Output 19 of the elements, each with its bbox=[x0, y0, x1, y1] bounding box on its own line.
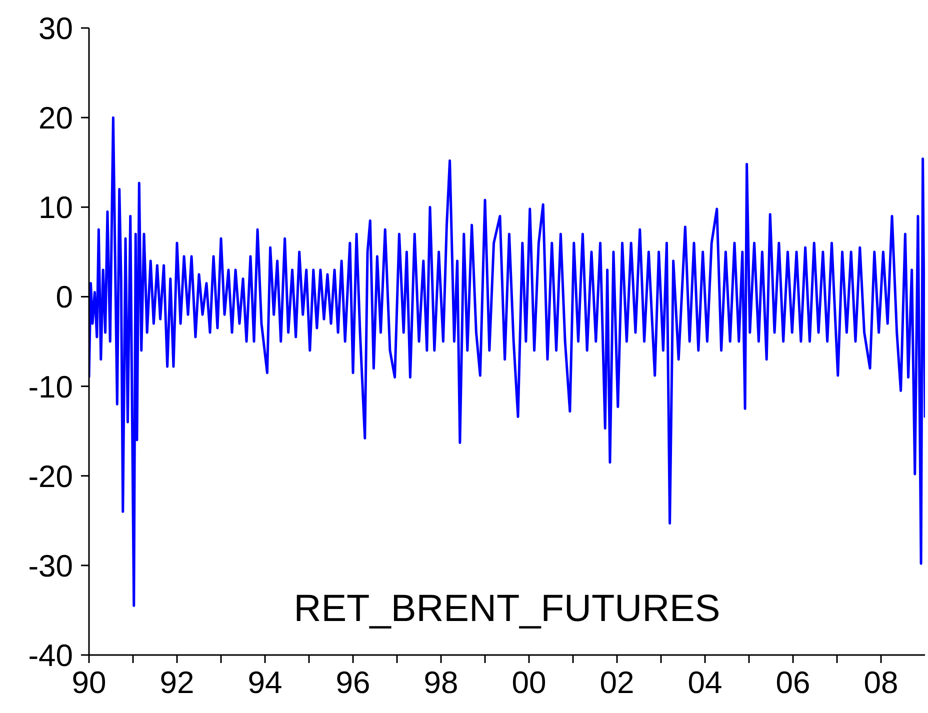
y-tick-label: -20 bbox=[28, 458, 73, 494]
y-tick-label: 10 bbox=[38, 190, 73, 226]
text: RET_BRENT_FUTURES bbox=[292, 588, 722, 631]
y-tick-label: 0 bbox=[56, 280, 73, 315]
x-tick-label: 96 bbox=[336, 665, 370, 700]
y-tick-label: -10 bbox=[28, 369, 73, 404]
x-tick-label: 00 bbox=[512, 665, 546, 700]
x-tick-label: 92 bbox=[160, 665, 194, 700]
x-tick-label: 06 bbox=[776, 665, 810, 700]
x-tick-label: 94 bbox=[248, 665, 282, 700]
x-tick-label: 90 bbox=[72, 665, 106, 700]
x-tick-label: 08 bbox=[864, 665, 898, 700]
y-tick-label: -40 bbox=[28, 638, 73, 673]
y-tick-label: 20 bbox=[38, 100, 73, 136]
x-tick-label: 02 bbox=[600, 665, 634, 700]
y-tick-label: -30 bbox=[28, 548, 73, 584]
y-tick-label: 30 bbox=[38, 11, 73, 46]
x-tick-label: 98 bbox=[424, 665, 458, 700]
x-tick-label: 04 bbox=[688, 665, 722, 700]
